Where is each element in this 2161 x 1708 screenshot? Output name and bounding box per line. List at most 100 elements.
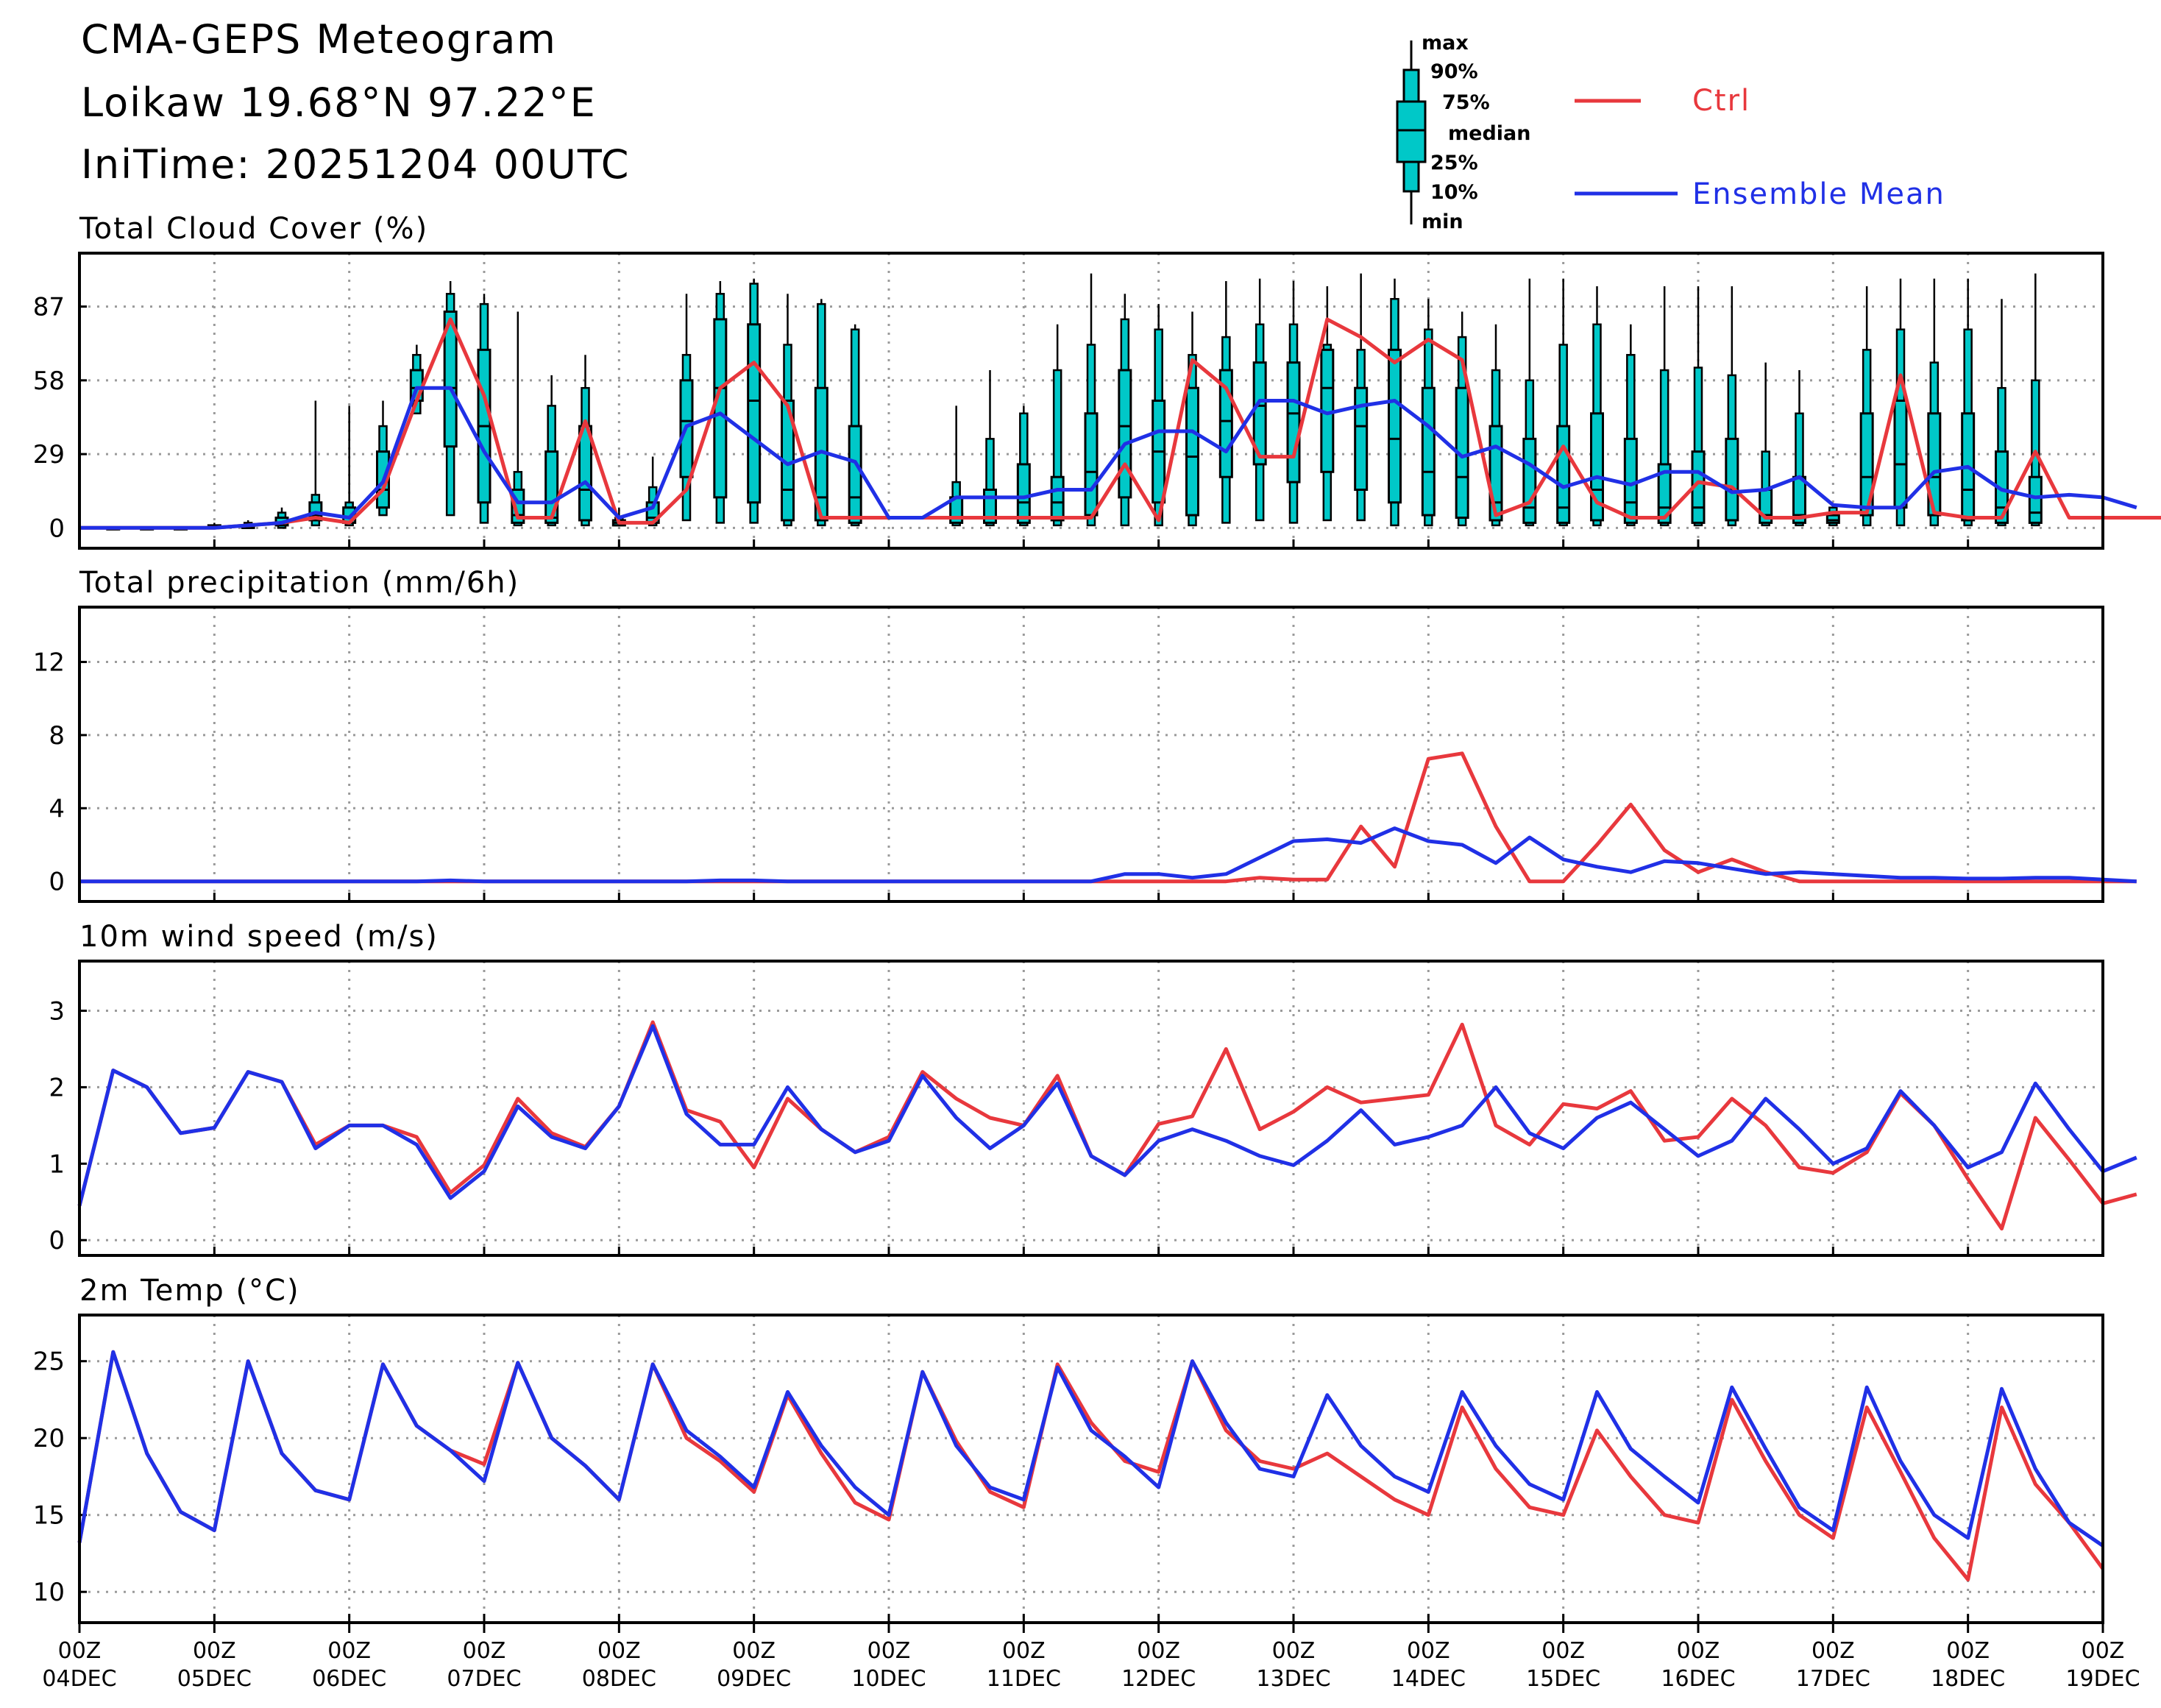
y-tick-label: 0 bbox=[49, 1226, 65, 1255]
y-tick-label: 3 bbox=[49, 997, 65, 1027]
x-tick-label: 00Z bbox=[1407, 1638, 1450, 1664]
x-tick-label: 11DEC bbox=[987, 1666, 1061, 1692]
location-label: Loikaw 19.68°N 97.22°E bbox=[81, 79, 597, 126]
y-tick-label: 10 bbox=[33, 1578, 65, 1607]
y-tick-label: 2 bbox=[49, 1073, 65, 1102]
box-inner bbox=[443, 311, 458, 448]
x-tick-label: 15DEC bbox=[1526, 1666, 1600, 1692]
box-inner bbox=[1118, 369, 1132, 499]
x-tick-label: 10DEC bbox=[851, 1666, 926, 1692]
x-tick-label: 00Z bbox=[463, 1638, 506, 1664]
x-tick-label: 00Z bbox=[732, 1638, 776, 1664]
x-tick-label: 00Z bbox=[597, 1638, 641, 1664]
x-tick-label: 18DEC bbox=[1931, 1666, 2005, 1692]
init-time-label: IniTime: 20251204 00UTC bbox=[81, 141, 631, 188]
x-tick-label: 00Z bbox=[327, 1638, 371, 1664]
y-tick-label: 87 bbox=[33, 293, 65, 322]
y-tick-label: 15 bbox=[33, 1501, 65, 1531]
box-inner bbox=[1488, 425, 1503, 522]
ctrl-line bbox=[77, 1020, 2137, 1231]
x-tick-label: 00Z bbox=[1137, 1638, 1180, 1664]
box-inner bbox=[1185, 386, 1199, 517]
box-inner bbox=[848, 425, 862, 524]
box-inner bbox=[747, 323, 762, 504]
ctrl-line bbox=[77, 1350, 2105, 1581]
y-tick-label: 0 bbox=[49, 868, 65, 897]
panel-title: Total precipitation (mm/6h) bbox=[79, 566, 519, 600]
panel-frame bbox=[78, 606, 2104, 903]
box-outer bbox=[985, 438, 995, 527]
box-inner bbox=[1725, 437, 1739, 522]
y-tick-label: 8 bbox=[49, 721, 65, 751]
box-inner bbox=[1050, 475, 1065, 522]
box-outer bbox=[1659, 369, 1669, 527]
y-tick-label: 4 bbox=[49, 794, 65, 823]
x-tick-label: 14DEC bbox=[1391, 1666, 1466, 1692]
x-tick-label: 00Z bbox=[1677, 1638, 1720, 1664]
panel-title: Total Cloud Cover (%) bbox=[79, 212, 428, 246]
x-tick-label: 17DEC bbox=[1796, 1666, 1870, 1692]
box-inner bbox=[1388, 348, 1402, 504]
x-tick-label: 00Z bbox=[58, 1638, 102, 1664]
box-outer bbox=[1795, 412, 1804, 527]
panel-3: 10 15 20 25 2m Temp (°C) bbox=[33, 1274, 2105, 1624]
box-outer bbox=[1693, 366, 1703, 527]
box-inner bbox=[1084, 412, 1099, 517]
y-tick-label: 20 bbox=[33, 1424, 65, 1453]
x-tick-label: 05DEC bbox=[177, 1666, 252, 1692]
ensemble-mean-line bbox=[79, 826, 2137, 884]
legend: max 90% 75% median 25% 10% min Ctrl Ensemble Mea… bbox=[1396, 32, 1945, 233]
x-tick-label: 00Z bbox=[1272, 1638, 1316, 1664]
legend-mean-label: Ensemble Mean bbox=[1692, 177, 1945, 211]
ctrl-line bbox=[79, 317, 2161, 530]
x-tick-label: 00Z bbox=[867, 1638, 911, 1664]
x-tick-label: 19DEC bbox=[2065, 1666, 2140, 1692]
legend-box-label: 75% bbox=[1442, 91, 1490, 114]
x-tick-label: 09DEC bbox=[717, 1666, 791, 1692]
box-inner bbox=[1590, 412, 1604, 522]
box-inner bbox=[2028, 475, 2043, 524]
x-tick-label: 13DEC bbox=[1256, 1666, 1330, 1692]
legend-box-label: 90% bbox=[1430, 60, 1478, 83]
legend-box-label: max bbox=[1422, 32, 1469, 54]
box-inner bbox=[1016, 463, 1031, 524]
panel-frame bbox=[78, 960, 2104, 1257]
y-tick-label: 29 bbox=[33, 440, 65, 469]
x-tick-label: 00Z bbox=[1002, 1638, 1046, 1664]
y-tick-label: 12 bbox=[33, 648, 65, 678]
y-tick-label: 0 bbox=[49, 514, 65, 543]
box-inner bbox=[1354, 386, 1369, 491]
box-outer bbox=[1052, 369, 1062, 527]
y-tick-label: 1 bbox=[49, 1149, 65, 1179]
legend-ctrl-label: Ctrl bbox=[1692, 84, 1750, 118]
x-tick-label: 04DEC bbox=[42, 1666, 116, 1692]
x-tick-label: 00Z bbox=[2082, 1638, 2125, 1664]
x-tick-label: 00Z bbox=[193, 1638, 236, 1664]
panel-title: 2m Temp (°C) bbox=[79, 1274, 300, 1308]
x-tick-label: 00Z bbox=[1812, 1638, 1855, 1664]
legend-box-label: min bbox=[1422, 210, 1463, 233]
panel-title: 10m wind speed (m/s) bbox=[79, 920, 439, 954]
box-inner bbox=[1927, 412, 1942, 517]
legend-box-label: 25% bbox=[1430, 152, 1478, 174]
box-inner bbox=[1252, 361, 1267, 466]
box-inner bbox=[544, 450, 559, 524]
legend-box-label: 10% bbox=[1430, 181, 1478, 204]
x-tick-label: 00Z bbox=[1541, 1638, 1585, 1664]
box-inner bbox=[1859, 412, 1874, 517]
x-tick-label: 07DEC bbox=[447, 1666, 521, 1692]
box-inner bbox=[578, 425, 592, 522]
box-inner bbox=[1623, 437, 1638, 524]
panel-frame bbox=[78, 252, 2104, 550]
ensemble-mean-line bbox=[77, 1024, 2137, 1207]
panel-1: 0 4 8 12 Total precipitation (mm/6h) bbox=[33, 566, 2137, 903]
box-inner bbox=[713, 318, 728, 499]
box-inner bbox=[1825, 514, 1840, 524]
x-tick-label: 06DEC bbox=[312, 1666, 386, 1692]
box-inner bbox=[1893, 400, 1908, 509]
y-tick-label: 58 bbox=[33, 366, 65, 396]
box-inner bbox=[1286, 361, 1301, 483]
legend-box-label: median bbox=[1448, 122, 1530, 145]
x-tick-label: 08DEC bbox=[582, 1666, 656, 1692]
